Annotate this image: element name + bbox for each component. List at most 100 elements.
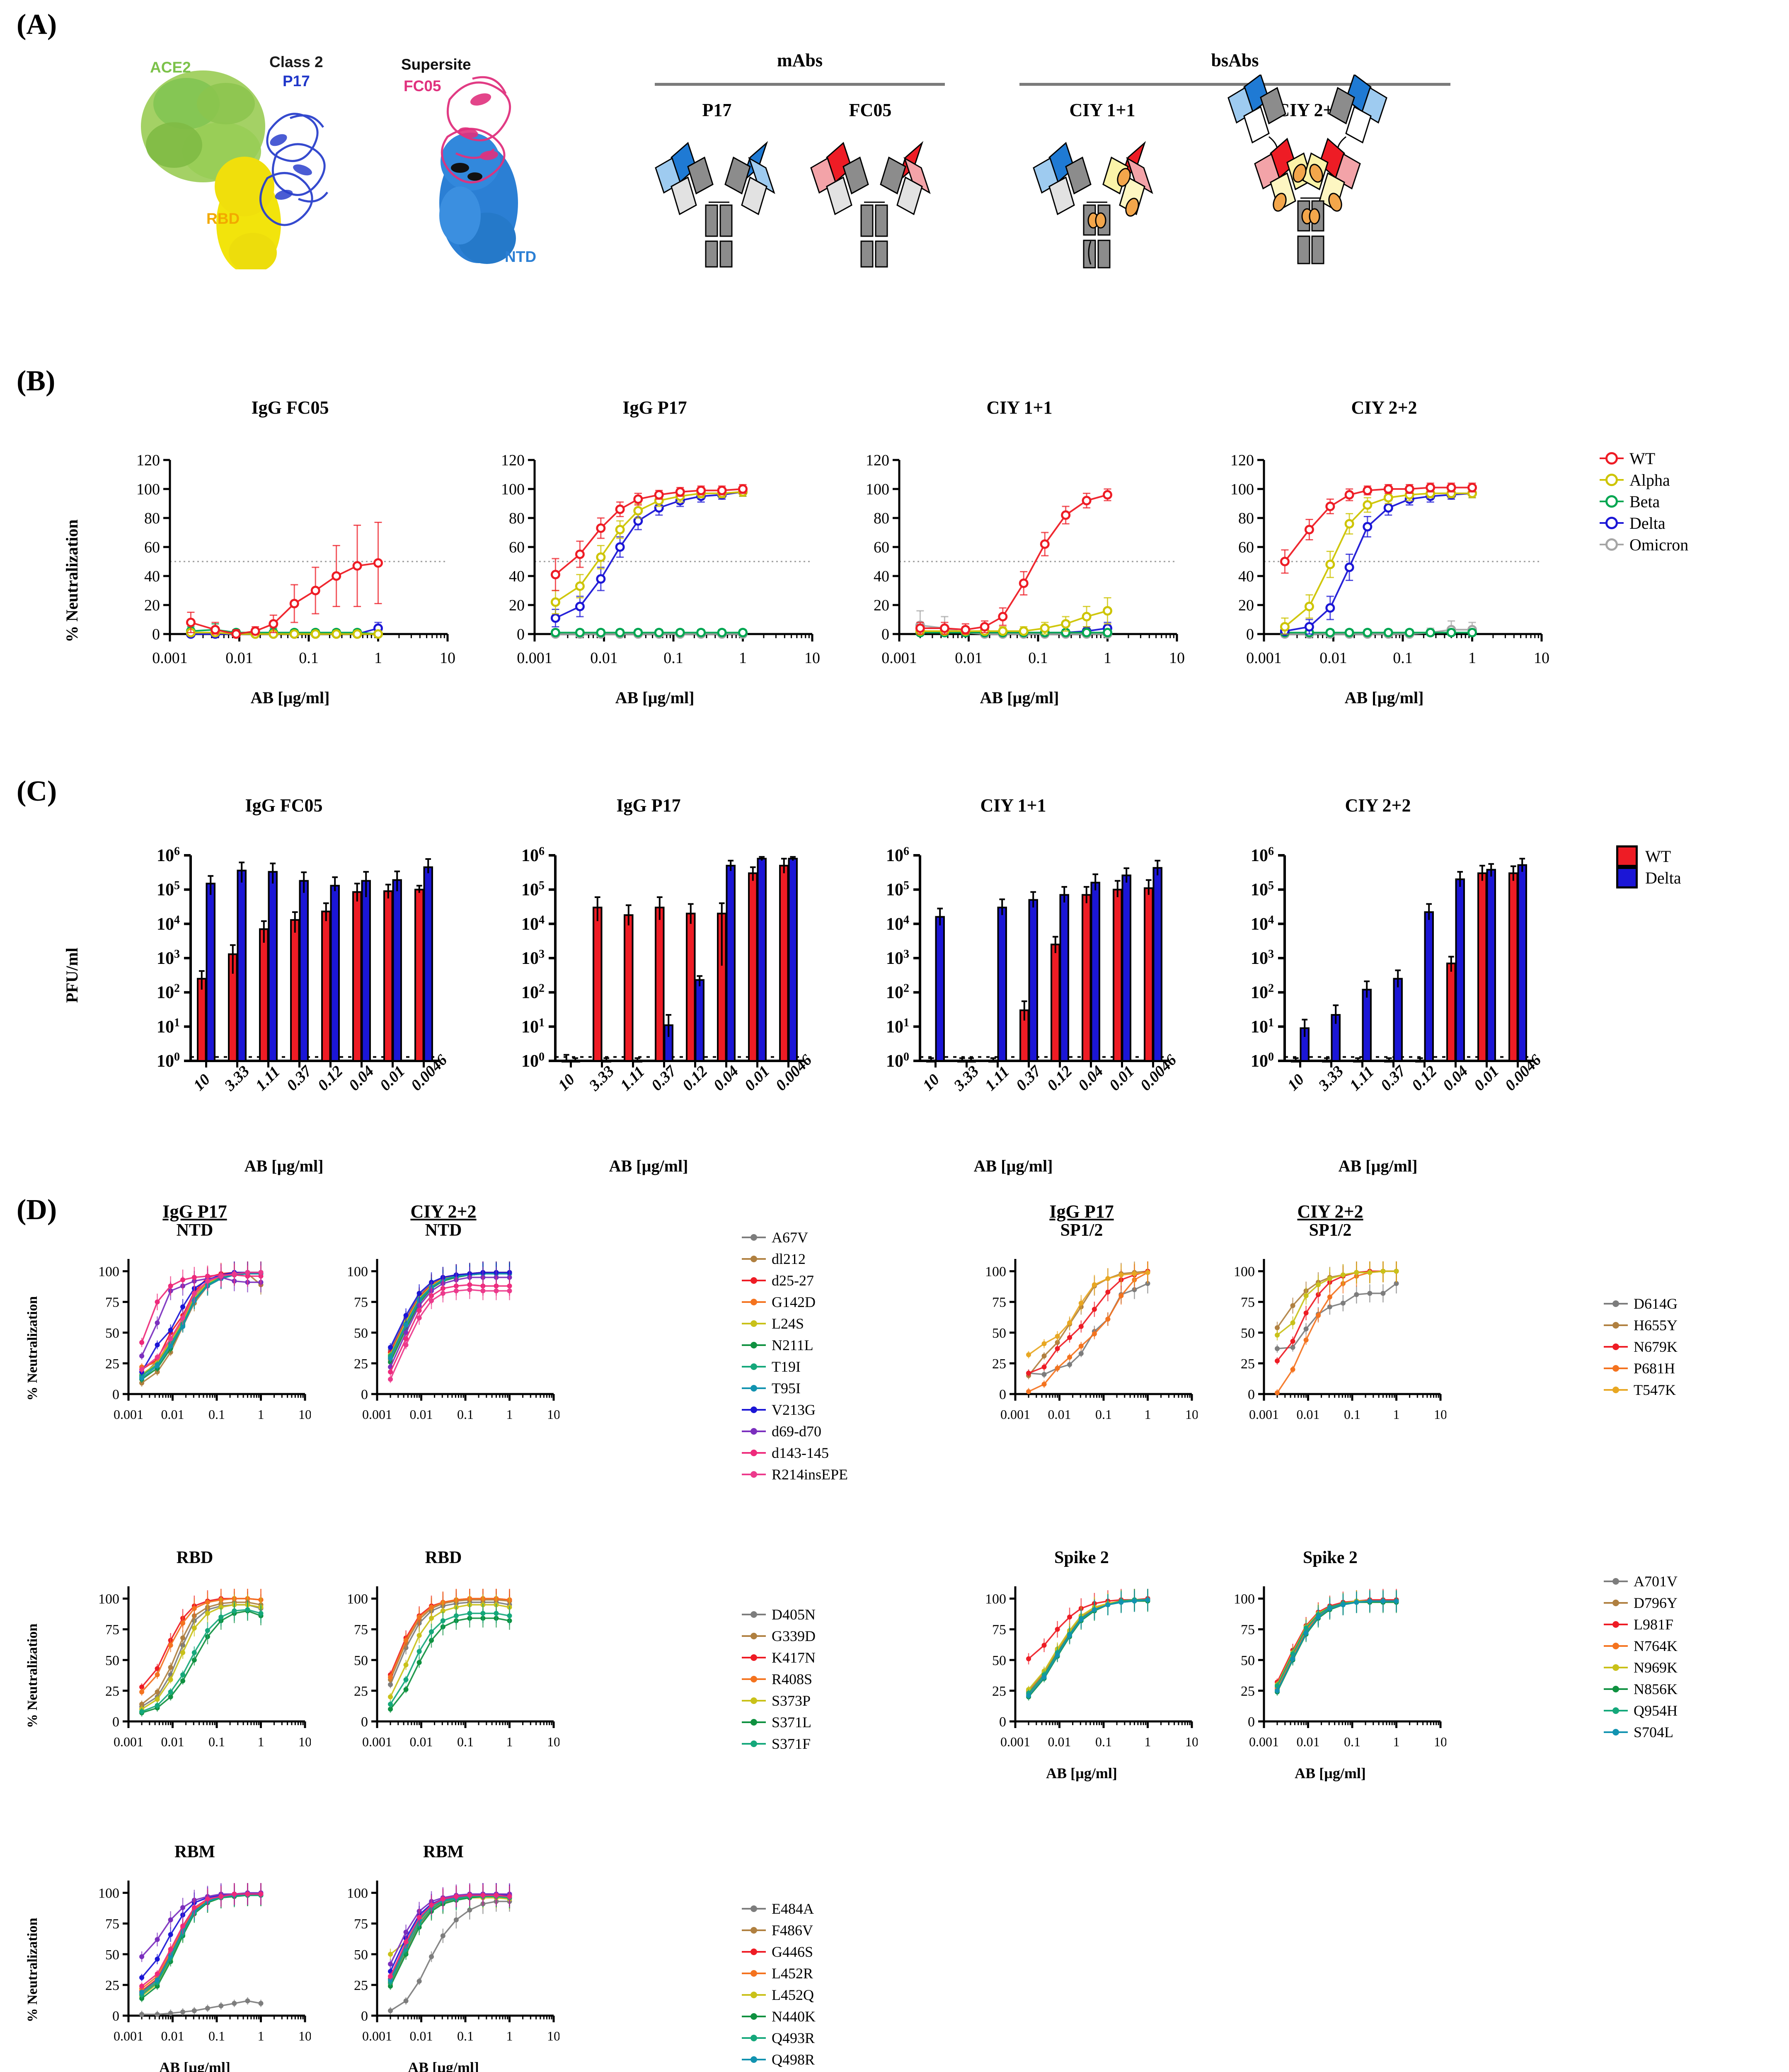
svg-text:RBD: RBD: [206, 210, 240, 227]
legend-label: P681H: [1634, 1360, 1675, 1377]
svg-text:10: 10: [298, 2028, 311, 2043]
legend-label: E484A: [772, 1900, 814, 1917]
svg-text:1: 1: [1393, 1734, 1400, 1749]
legend-marker-dot: [750, 1676, 757, 1682]
panel-d-plot: 0 25 50 75 100 0.001 0.01 0.1 1 10: [79, 1873, 311, 2055]
panel-c-chart-title: IgG P17: [616, 795, 681, 816]
svg-text:0.1: 0.1: [1028, 649, 1048, 667]
panel-d-subtitle: SP1/2: [1060, 1221, 1103, 1240]
svg-text:1: 1: [506, 1407, 513, 1422]
legend-marker-dot: [1612, 1600, 1619, 1606]
svg-text:25: 25: [354, 1684, 368, 1699]
svg-text:10: 10: [440, 649, 455, 667]
svg-text:0.1: 0.1: [1344, 1407, 1361, 1422]
panel-d-plot: 0 25 50 75 100 0.001 0.01 0.1 1 10: [327, 1873, 559, 2055]
legend-item: WT: [1616, 845, 1681, 867]
legend-label: T95I: [772, 1380, 801, 1397]
svg-text:Supersite: Supersite: [401, 56, 471, 73]
legend-marker-dot: [1612, 1300, 1619, 1307]
svg-text:0.001: 0.001: [114, 2028, 143, 2043]
panel-c-plot: 100 101 102 103 104 105 106: [1214, 845, 1542, 1077]
svg-text:0.001: 0.001: [881, 649, 917, 667]
legend-marker: [742, 1450, 766, 1456]
legend-marker-dot: [750, 1970, 757, 1977]
legend-label: N856K: [1634, 1681, 1678, 1697]
legend-marker: [742, 1697, 766, 1704]
svg-text:1: 1: [374, 649, 382, 667]
schematic-fc05: [802, 128, 947, 269]
svg-text:104: 104: [1251, 913, 1274, 934]
legend-item: S704L: [1604, 1721, 1678, 1743]
svg-text:104: 104: [157, 913, 180, 934]
panel-b-plot: 0 20 40 60 80 100 120 0.001 0.01 0.1 1 10: [1214, 448, 1554, 680]
panel-d-column-header: IgG P17: [162, 1201, 227, 1222]
svg-text:0.1: 0.1: [1344, 1734, 1361, 1749]
svg-text:10: 10: [804, 649, 820, 667]
legend-marker: [742, 1342, 766, 1348]
legend-marker: [1604, 1643, 1628, 1649]
svg-text:0.1: 0.1: [457, 1407, 474, 1422]
panel-d-plot: 0 25 50 75 100 0.001 0.01 0.1 1 10: [966, 1251, 1198, 1434]
legend-marker: [1604, 1600, 1628, 1606]
legend-item: T95I: [742, 1377, 848, 1399]
svg-text:0.01: 0.01: [1319, 649, 1347, 667]
svg-text:100: 100: [1230, 481, 1254, 498]
legend-item: d25-27: [742, 1270, 848, 1291]
panel-c-chart-title: IgG FC05: [245, 795, 323, 816]
svg-text:1: 1: [258, 2028, 264, 2043]
legend-label: Delta: [1629, 513, 1666, 533]
svg-text:0.001: 0.001: [114, 1734, 143, 1749]
legend-item: WT: [1600, 448, 1688, 469]
svg-text:0.1: 0.1: [1095, 1734, 1112, 1749]
panel-b-x-axis-label: AB [µg/ml]: [1344, 688, 1424, 707]
svg-text:0: 0: [112, 1387, 119, 1402]
svg-text:0.001: 0.001: [1246, 649, 1282, 667]
panel-d-subtitle: Spike 2: [1054, 1548, 1109, 1567]
legend-marker: [742, 1970, 766, 1977]
panel-d-subtitle: RBD: [176, 1548, 213, 1567]
svg-text:0.01: 0.01: [161, 1407, 184, 1422]
legend-marker: [1604, 1621, 1628, 1628]
svg-text:101: 101: [521, 1016, 545, 1037]
legend-item: Q498R: [742, 2049, 816, 2070]
panel-b-plot: 0 20 40 60 80 100 120 0.001 0.01 0.1 1 10: [485, 448, 825, 680]
legend-item: L452R: [742, 1963, 816, 1984]
svg-text:1: 1: [1145, 1734, 1151, 1749]
svg-text:0.001: 0.001: [114, 1407, 143, 1422]
legend-item: H655Y: [1604, 1314, 1678, 1336]
svg-text:102: 102: [1251, 982, 1274, 1002]
legend-label: WT: [1645, 847, 1671, 866]
svg-text:1: 1: [1104, 649, 1111, 667]
svg-text:105: 105: [1251, 879, 1274, 900]
svg-text:25: 25: [1241, 1684, 1255, 1699]
panel-d-plot: 0 25 50 75 100 0.001 0.01 0.1 1 10: [79, 1251, 311, 1434]
svg-text:0.1: 0.1: [457, 2028, 474, 2043]
legend-item: T19I: [742, 1356, 848, 1377]
panel-c-letter: (C): [17, 775, 57, 807]
svg-text:10: 10: [1434, 1407, 1446, 1422]
legend-item: E484A: [742, 1898, 816, 1920]
panel-d-plot: 0 25 50 75 100 0.001 0.01 0.1 1 10: [1214, 1579, 1446, 1761]
legend-marker-dot: [750, 1905, 757, 1912]
ab-name-p17: P17: [702, 100, 732, 120]
legend-label: d143-145: [772, 1445, 829, 1461]
legend-item: L981F: [1604, 1614, 1678, 1635]
legend-marker-dot: [750, 1740, 757, 1747]
svg-text:0.1: 0.1: [299, 649, 319, 667]
svg-text:100: 100: [98, 1264, 119, 1280]
legend-label: N969K: [1634, 1659, 1678, 1676]
legend-marker: [742, 1719, 766, 1726]
svg-text:101: 101: [1251, 1016, 1274, 1037]
legend-item: N679K: [1604, 1336, 1678, 1358]
panel-b-y-axis-label: % Neutralization: [63, 519, 81, 642]
legend-marker-dot: [1612, 1365, 1619, 1372]
panel-d-subtitle: NTD: [176, 1221, 213, 1240]
structure-fc05-ntd: Supersite FC05 NTD: [385, 50, 564, 269]
svg-text:25: 25: [354, 1978, 368, 1993]
panel-c-chart-title: CIY 2+2: [1345, 795, 1411, 816]
svg-text:10: 10: [547, 1407, 559, 1422]
svg-text:0.001: 0.001: [152, 649, 188, 667]
legend-label: S373P: [772, 1692, 811, 1709]
svg-text:100: 100: [347, 1264, 368, 1280]
panel-b-chart-title: IgG FC05: [251, 397, 329, 418]
